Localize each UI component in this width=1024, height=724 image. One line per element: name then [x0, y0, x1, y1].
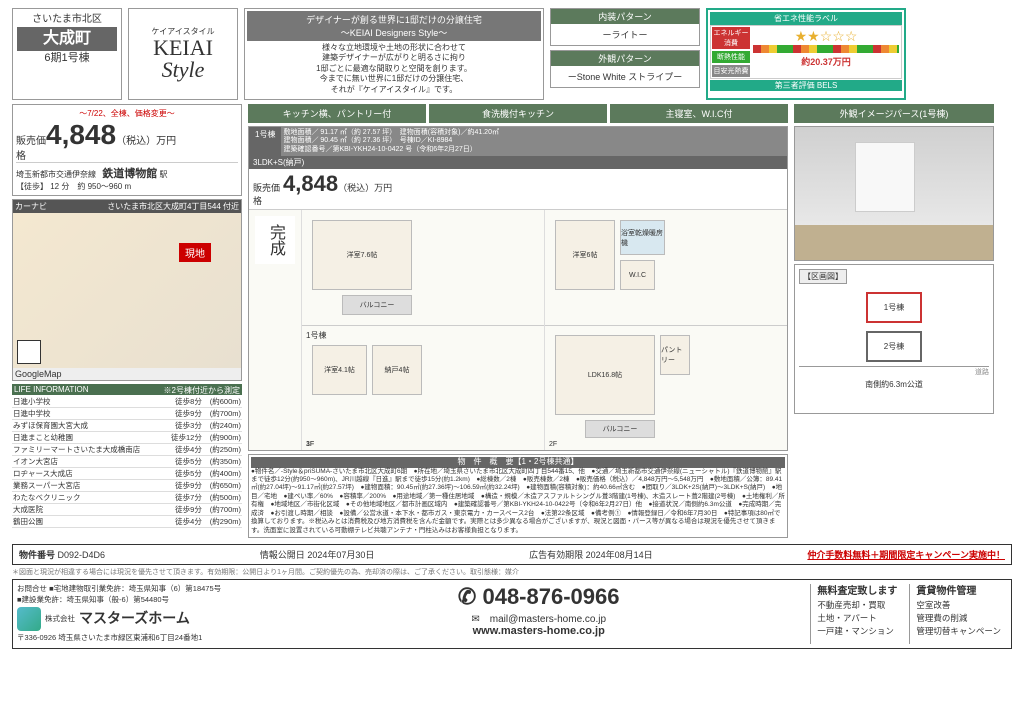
genchi-marker: 現地 — [179, 243, 211, 262]
price-box: 〜7/22、全棟、価格変更〜 販売価格 4,848 （税込）万円 埼玉新都市交通… — [12, 104, 242, 196]
energy-label: 省エネ性能ラベル エネルギー消費 断熱性能 目安光熱費 ★★☆☆☆ 約20.37… — [706, 8, 906, 100]
feature: 食洗機付キッチン — [429, 104, 607, 123]
life-info: LIFE INFORMATION ※2号棟付近から測定 日進小学校徒歩8分(約6… — [12, 384, 242, 528]
building-box: 1号棟 敷地面積／ 91.17 ㎡（約 27.57 坪） 建物面積(容積対象)／… — [248, 126, 788, 451]
feature: キッチン横、パントリー付 — [248, 104, 426, 123]
service-box: 賃貸物件管理 空室改善 管理費の削減 管理切替キャンペーン — [909, 584, 1007, 644]
company-logo-icon — [17, 607, 41, 631]
perspective-image — [794, 126, 994, 261]
info-bar: 物件番号 D092-D4D6 情報公開日 2024年07月30日 広告有効期限 … — [12, 544, 1012, 565]
designer-box: デザイナーが創る世界に1邸だけの分譲住宅 〜KEIAI Designers St… — [244, 8, 544, 100]
summary-box: 物 件 概 要【1・2号棟共通】 ●物件名／-Style＆priSUMA-さいた… — [248, 454, 788, 538]
floorplan: 完成 洋室7.6帖 バルコニー 3F 1号棟 洋室4.1帖 納戸4帖 1F 洋室… — [249, 210, 787, 450]
location-box: さいたま市北区 大成町 6期1号棟 — [12, 8, 122, 100]
star-icon: ★★☆☆☆ — [753, 28, 899, 45]
footer: お問合せ ■宅地建物取引業免許：埼玉県知事（6）第18475号 ■建設業免許：埼… — [12, 579, 1012, 649]
map-image: 現地 — [13, 213, 241, 368]
brand-box: ケイアイスタイル KEIAI Style — [128, 8, 238, 100]
map-box: カーナビ さいたま市北区大成町4丁目544 付近 現地 GoogleMap — [12, 199, 242, 381]
phase: 6期1号棟 — [17, 51, 117, 66]
service-box: 無料査定致します 不動産売却・買取 土地・アパート 一戸建・マンション — [810, 584, 903, 644]
exterior-pattern: 外観パターン ーStone White ストライプー — [550, 50, 700, 88]
phone-icon — [458, 584, 483, 609]
interior-pattern: 内装パターン ーライトー — [550, 8, 700, 46]
qr-icon — [17, 340, 41, 364]
feature: 主寝室、W.I.C付 — [610, 104, 788, 123]
city: さいたま市北区 — [17, 13, 117, 27]
section-box: 【区画図】 1号棟 2号棟 道路 南側約6.3m公道 — [794, 264, 994, 414]
area: 大成町 — [17, 27, 117, 51]
